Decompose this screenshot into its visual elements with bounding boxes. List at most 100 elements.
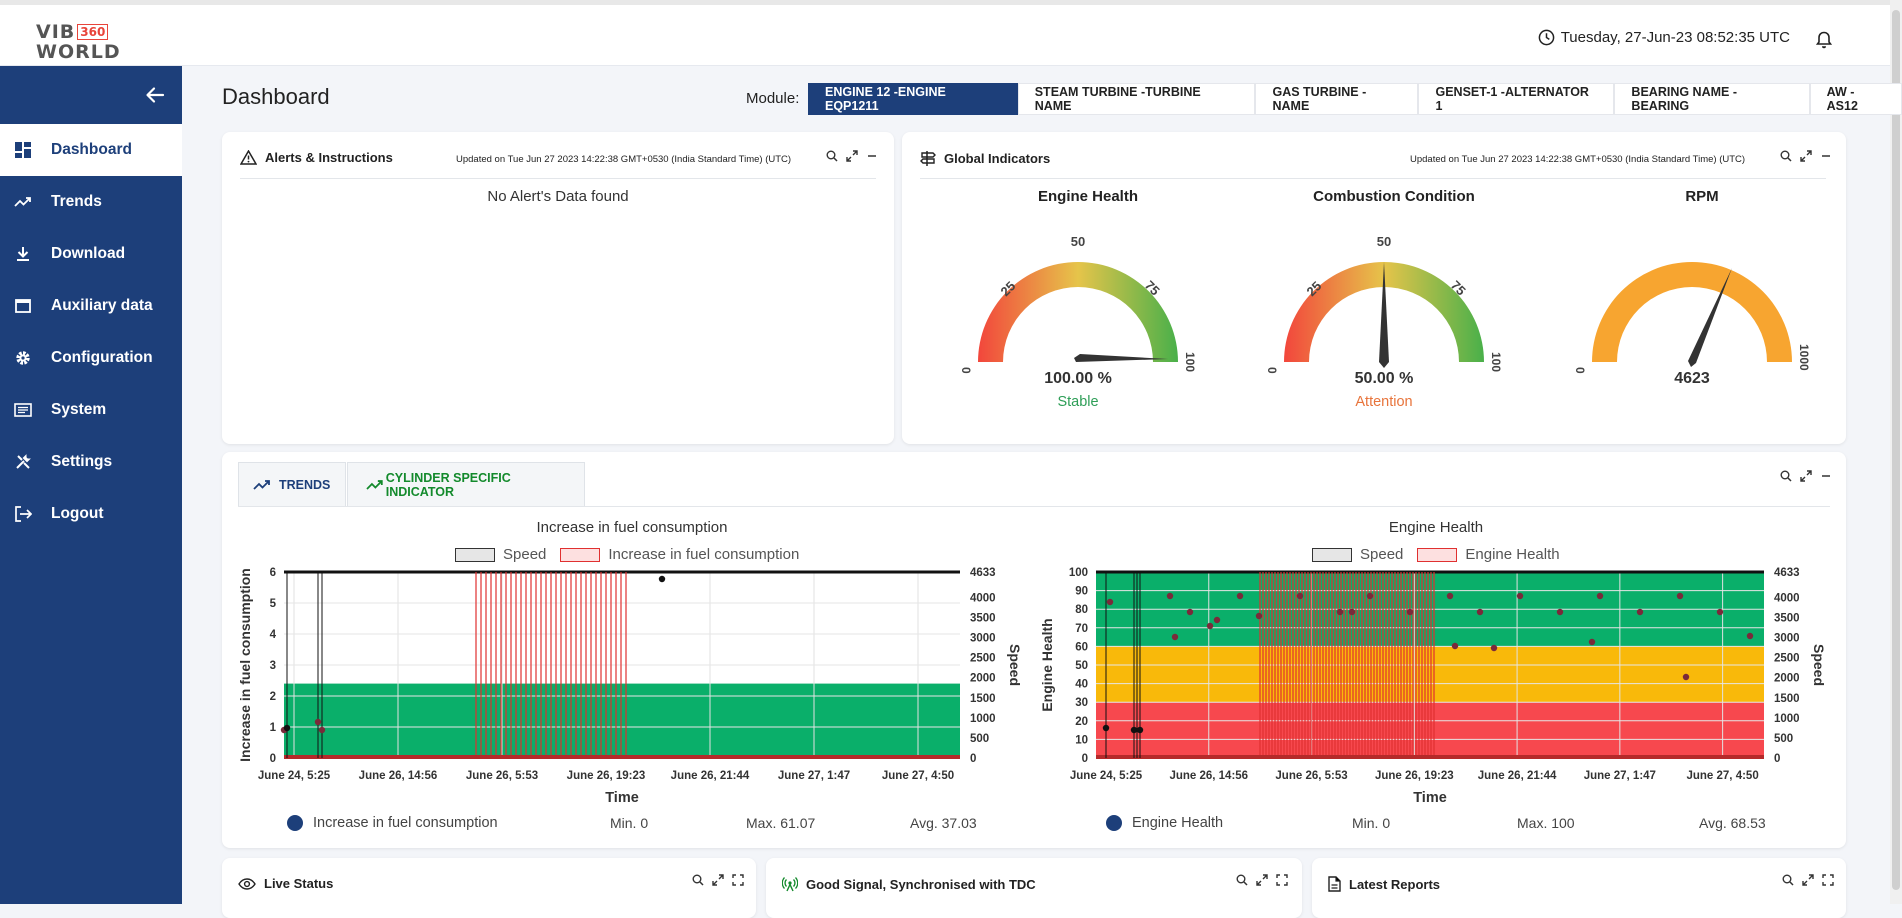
- chart-y-tick-label: 0: [1082, 753, 1088, 765]
- chart-fuel-consumption: 0 1 2 3 4 5 6 0 500 1000 1500 2000 2500 3000 3500 4000 4…: [238, 567, 1023, 806]
- chart-y2-tick-label: 2500: [970, 653, 996, 665]
- chart-engine-health: 0102030405060708090100050010001500200025…: [1040, 567, 1827, 806]
- module-tab-engine-12[interactable]: ENGINE 12 -ENGINE EQP1211: [808, 83, 1018, 115]
- datetime-text: Tuesday, 27-Jun-23 08:52:35 UTC: [1560, 29, 1790, 46]
- alerts-title: Alerts & Instructions: [240, 150, 393, 165]
- chart-y-tick-label: 40: [1075, 679, 1088, 691]
- chart-series-point: [1136, 726, 1144, 734]
- sidebar-item-dashboard[interactable]: Dashboard: [0, 124, 182, 176]
- gear-icon: [12, 347, 34, 369]
- chart-legend-health: Speed Engine Health: [1312, 546, 1560, 563]
- logo-text-bottom: WORLD: [36, 41, 121, 63]
- search-icon[interactable]: [1782, 874, 1794, 886]
- chart-x-tick-label: June 27, 4:50: [882, 770, 954, 782]
- fullscreen-icon[interactable]: [1822, 874, 1834, 886]
- sidebar: Dashboard Trends Download Auxiliary data…: [0, 66, 182, 904]
- module-tab-genset[interactable]: GENSET-1 -ALTERNATOR 1: [1418, 83, 1615, 115]
- minimize-icon[interactable]: [1820, 470, 1832, 482]
- chart-y-tick-label: 6: [270, 567, 276, 579]
- search-icon[interactable]: [1236, 874, 1248, 886]
- chart-x-tick-label: June 26, 21:44: [671, 770, 750, 782]
- clock-icon: [1538, 29, 1555, 46]
- sidebar-item-logout[interactable]: Logout: [0, 488, 182, 540]
- trends-divider: [238, 506, 1830, 507]
- latest-reports-text: Latest Reports: [1349, 876, 1441, 892]
- live-status-text: Live Status: [264, 876, 334, 891]
- fullscreen-icon[interactable]: [732, 874, 744, 886]
- expand-icon[interactable]: [1802, 874, 1814, 886]
- page-scrollbar[interactable]: [1890, 0, 1902, 904]
- series-dot-icon: [287, 815, 303, 831]
- chart-x-tick-label: June 26, 5:53: [466, 770, 538, 782]
- expand-icon[interactable]: [1800, 470, 1812, 482]
- series-dot-icon: [1106, 815, 1122, 831]
- expand-icon[interactable]: [1800, 150, 1812, 162]
- gauge-value-rpm: 4623: [1674, 370, 1710, 387]
- gauge-needle: [1379, 262, 1389, 368]
- gauge-title-engine-health: Engine Health: [1037, 188, 1138, 205]
- chart-y2-tick-label: 4000: [970, 592, 996, 604]
- expand-icon[interactable]: [1256, 874, 1268, 886]
- search-icon[interactable]: [1780, 150, 1792, 162]
- sidebar-item-label: Download: [51, 245, 126, 262]
- trend-icon: [366, 479, 383, 490]
- sidebar-item-trends[interactable]: Trends: [0, 176, 182, 228]
- search-icon[interactable]: [826, 150, 838, 162]
- chart-y2-tick-label: 2500: [1774, 653, 1800, 665]
- fullscreen-icon[interactable]: [1276, 874, 1288, 886]
- chart-series-point: [1406, 608, 1414, 616]
- sidebar-item-configuration[interactable]: Configuration: [0, 332, 182, 384]
- tab-cylinder-label: CYLINDER SPECIFIC INDICATOR: [385, 470, 511, 499]
- minimize-icon[interactable]: [1820, 150, 1832, 162]
- tab-cylinder-specific[interactable]: CYLINDER SPECIFIC INDICATOR: [347, 462, 585, 506]
- chart-series-point: [1130, 726, 1138, 734]
- search-icon[interactable]: [1780, 470, 1792, 482]
- app-logo[interactable]: VIB 360 WORLD: [36, 21, 120, 65]
- chart-series-point: [1166, 592, 1174, 600]
- chart-y2-tick-label: 1500: [1774, 693, 1800, 705]
- logo-text-top: VIB: [36, 21, 76, 43]
- trend-icon: [253, 479, 270, 490]
- sidebar-item-label: Settings: [51, 453, 113, 470]
- chart-series-point: [318, 726, 326, 734]
- legend-label-fuel[interactable]: Increase in fuel consumption: [608, 546, 800, 563]
- sidebar-item-auxiliary-data[interactable]: Auxiliary data: [0, 280, 182, 332]
- dashboard-icon: [12, 139, 34, 161]
- legend-label-speed[interactable]: Speed: [503, 546, 547, 563]
- chart-series-point: [1336, 608, 1344, 616]
- gauge-tick-label: 50: [1071, 234, 1085, 249]
- module-tab-gas-turbine[interactable]: GAS TURBINE -NAME: [1255, 83, 1419, 115]
- chart-series-point: [1296, 592, 1304, 600]
- sidebar-item-system[interactable]: System: [0, 384, 182, 436]
- chart-y-tick-label: 80: [1075, 604, 1088, 616]
- bell-icon: [1815, 31, 1833, 49]
- stats-health-min: Min. 0: [1352, 815, 1391, 831]
- notification-button[interactable]: [1815, 31, 1833, 54]
- chart-y-tick-label: 50: [1075, 660, 1088, 672]
- stats-health-max: Max. 100: [1517, 815, 1575, 831]
- chart-y-tick-label: 4: [270, 629, 277, 641]
- module-tab-bearing[interactable]: BEARING NAME -BEARING: [1614, 83, 1810, 115]
- trend-icon: [12, 191, 34, 213]
- minimize-icon[interactable]: [866, 150, 878, 162]
- chart-series-point: [1516, 592, 1524, 600]
- module-tab-steam-turbine[interactable]: STEAM TURBINE -TURBINE NAME: [1017, 83, 1256, 115]
- expand-icon[interactable]: [846, 150, 858, 162]
- collapse-sidebar-button[interactable]: [144, 84, 168, 108]
- sidebar-item-settings[interactable]: Settings: [0, 436, 182, 488]
- logo-badge: 360: [77, 24, 109, 40]
- legend-label-health[interactable]: Engine Health: [1465, 546, 1560, 563]
- chart-x-tick-label: June 27, 1:47: [778, 770, 850, 782]
- chart-series-point: [1588, 638, 1596, 646]
- module-tab-aw[interactable]: AW -AS12: [1809, 83, 1902, 115]
- chart-title-health: Engine Health: [1388, 519, 1484, 536]
- legend-label-speed[interactable]: Speed: [1360, 546, 1404, 563]
- chart-y2-tick-label: 1500: [970, 693, 996, 705]
- chart-y2-tick-label: 3000: [1774, 633, 1800, 645]
- module-label: Module:: [746, 90, 800, 107]
- sidebar-item-download[interactable]: Download: [0, 228, 182, 280]
- tab-trends[interactable]: TRENDS: [238, 462, 346, 506]
- global-controls: [1780, 150, 1832, 162]
- expand-icon[interactable]: [712, 874, 724, 886]
- search-icon[interactable]: [692, 874, 704, 886]
